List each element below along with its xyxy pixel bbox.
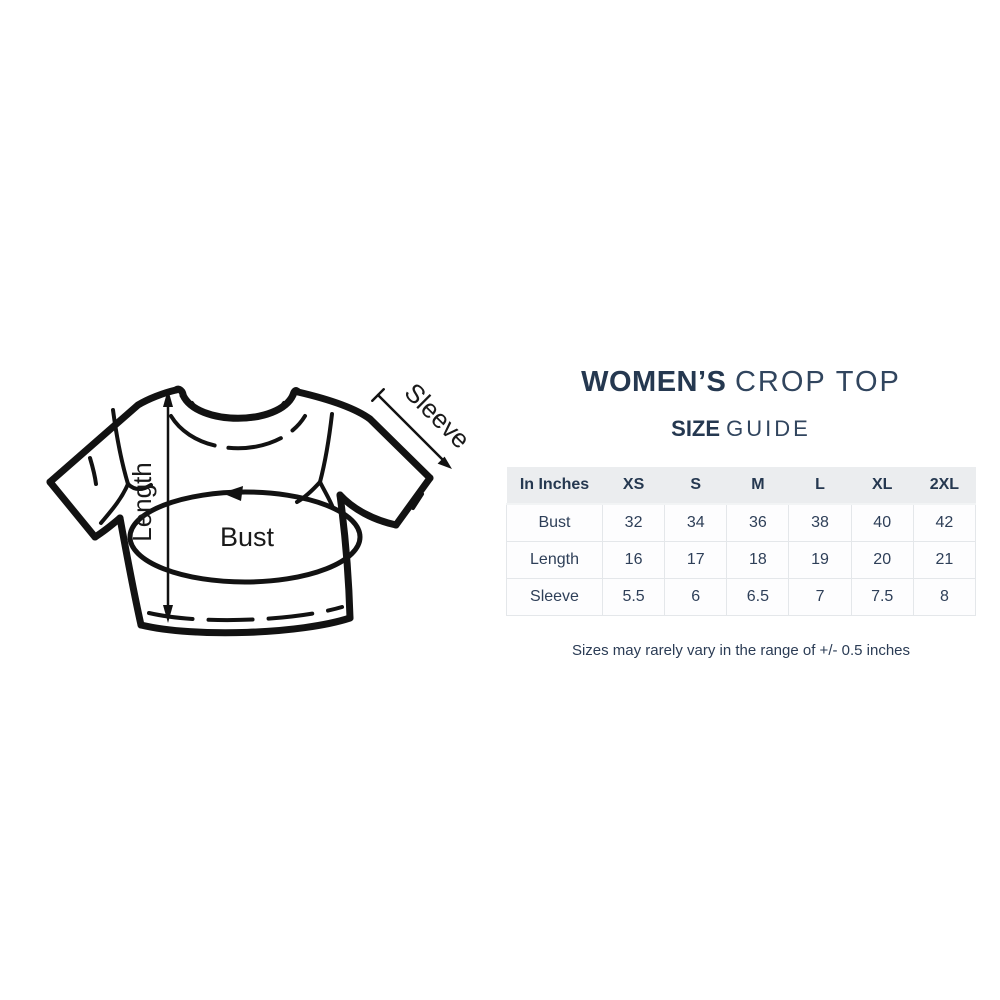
sleeve-measure (371, 388, 452, 469)
row-label: Sleeve (506, 578, 603, 616)
sleeve-label: Sleeve (399, 377, 475, 454)
size-value: 38 (788, 503, 852, 542)
size-value: 21 (912, 541, 977, 579)
crop-top-diagram: Length Sleeve Bust (46, 377, 475, 637)
size-value: 42 (912, 503, 977, 542)
title-product-gender: WOMEN’S (581, 366, 727, 398)
title-product-type: CROP TOP (734, 366, 901, 398)
length-measure (163, 389, 173, 623)
table-row-sleeve: Sleeve 5.5 6 6.5 7 7.5 8 (506, 578, 977, 616)
size-value: 6 (664, 578, 728, 616)
size-value: 6.5 (726, 578, 790, 616)
subtitle-size: SIZE (671, 416, 721, 441)
bust-arrowhead (222, 486, 243, 501)
bust-measure (127, 486, 363, 585)
row-label: Bust (506, 503, 603, 542)
size-value: 32 (601, 503, 666, 542)
table-row-length: Length 16 17 18 19 20 21 (506, 541, 977, 579)
column-header-xl: XL (851, 467, 914, 504)
size-table-header-row: In Inches XS S M L XL 2XL (506, 467, 976, 504)
size-value: 34 (664, 503, 728, 542)
column-header-s: S (664, 467, 727, 504)
size-value: 36 (726, 503, 790, 542)
table-row-bust: Bust 32 34 36 38 40 42 (506, 503, 977, 542)
length-label: Length (127, 462, 157, 542)
size-value: 19 (788, 541, 852, 579)
column-header-2xl: 2XL (913, 467, 976, 504)
subtitle-guide: GUIDE (726, 416, 811, 441)
size-value: 18 (726, 541, 790, 579)
size-value: 20 (850, 541, 914, 579)
page-subtitle: SIZE GUIDE (500, 418, 982, 440)
column-header-l: L (788, 467, 852, 504)
crop-top-outline (46, 385, 434, 637)
size-table: In Inches XS S M L XL 2XL Bust 32 34 36 … (506, 467, 977, 616)
row-label: Length (506, 541, 603, 579)
column-header-xs: XS (602, 467, 665, 504)
size-value: 8 (912, 578, 977, 616)
column-header-unit: In Inches (506, 467, 603, 504)
size-value: 7 (788, 578, 852, 616)
page-title: WOMEN’S CROP TOP (500, 368, 982, 397)
size-value: 16 (601, 541, 666, 579)
crop-top-details (88, 401, 424, 623)
size-value: 17 (664, 541, 728, 579)
size-variance-note: Sizes may rarely vary in the range of +/… (571, 642, 911, 659)
size-value: 5.5 (601, 578, 666, 616)
size-value: 7.5 (850, 578, 914, 616)
column-header-m: M (726, 467, 789, 504)
size-guide-panel: WOMEN’S CROP TOP SIZE GUIDE In Inches XS… (500, 368, 982, 659)
size-value: 40 (850, 503, 914, 542)
bust-label: Bust (220, 522, 275, 552)
